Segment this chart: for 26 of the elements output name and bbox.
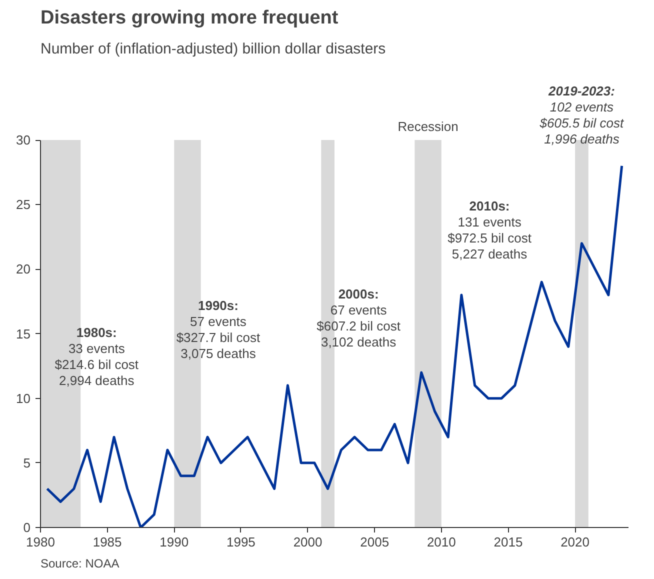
annotation: 2010s: 131 events $972.5 bil cost 5,227 deaths [448,198,532,262]
annotation: 1990s: 57 events $327.7 bil cost 3,075 deaths [176,298,261,361]
y-tick-label: 15 [16,326,31,342]
y-tick-label: 10 [16,390,31,406]
x-tick-label: 2000 [293,534,322,550]
y-tick-label: 5 [23,455,31,470]
line-series [46,164,624,528]
y-tick-label: 25 [16,197,31,212]
band-label: Recession [398,119,458,134]
chart-title: Disasters growing more frequent [40,8,339,28]
x-tick-label: 1980 [26,534,55,550]
y-tick-label: 0 [23,520,31,535]
annotation: 2019-2023: 102 events $605.5 bil cost 1,996 deaths [538,83,626,146]
annotation: 1980s: 33 events $214.6 bil cost 2,994 deaths [54,325,139,388]
x-tick-label: 1990 [160,534,189,550]
annotation: 2000s: 67 events $607.2 bil cost 3,102 deaths [316,286,401,350]
chart-subtitle: Number of (inflation-adjusted) billion dollar disasters [40,40,386,58]
y-tick-label: 20 [16,262,31,277]
x-tick-label: 2010 [426,534,456,550]
x-tick-label: 1985 [92,534,122,550]
x-tick-label: 2015 [494,534,523,550]
x-tick-label: 2005 [360,534,390,550]
x-tick-label: 2020 [560,534,590,550]
y-tick-label: 30 [16,132,31,148]
x-tick-label: 1995 [226,534,256,550]
source-note: Source: NOAA [40,556,120,570]
